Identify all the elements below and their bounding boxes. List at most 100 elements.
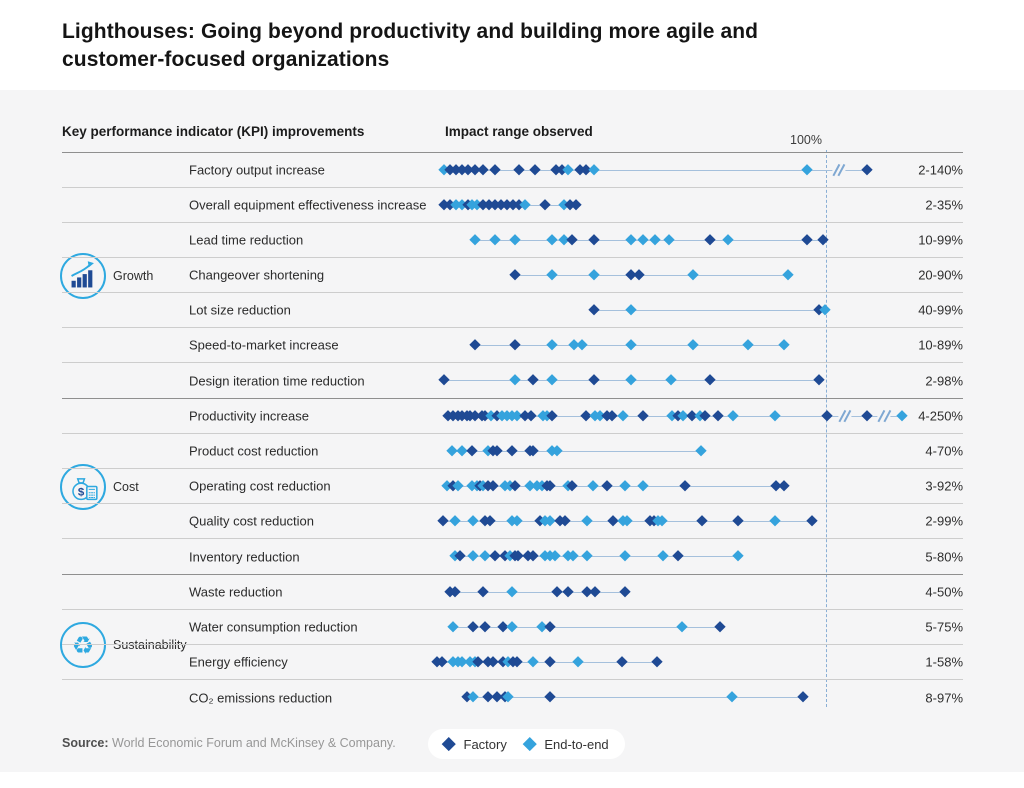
end-to-end-point <box>777 339 790 352</box>
kpi-row: Waste reduction 4-50% <box>62 575 963 610</box>
factory-point <box>588 234 600 247</box>
impact-range-plot <box>432 610 910 644</box>
factory-point <box>566 234 579 247</box>
end-to-end-point <box>686 269 699 282</box>
end-to-end-point <box>727 410 739 423</box>
kpi-label: Productivity increase <box>189 408 309 424</box>
factory-point <box>633 269 646 282</box>
factory-point <box>714 621 726 634</box>
factory-point <box>467 621 480 634</box>
source-prefix: Source: <box>62 736 109 750</box>
svg-text:$: $ <box>78 486 85 498</box>
range-value: 5-80% <box>925 549 963 564</box>
factory-point <box>506 445 519 458</box>
kpi-row: Speed-to-market increase 10-89% <box>62 328 963 363</box>
factory-point <box>704 374 717 387</box>
end-to-end-point <box>625 304 638 317</box>
factory-point <box>512 164 525 177</box>
factory-point <box>509 269 521 282</box>
section-header: ♻ Sustainability <box>60 622 187 668</box>
impact-range-plot <box>432 293 910 327</box>
kpi-row: Lot size reduction 40-99% <box>62 293 963 328</box>
kpi-label: Inventory reduction <box>189 549 300 564</box>
range-value: 2-140% <box>918 162 963 178</box>
end-to-end-point <box>694 445 707 458</box>
range-value: 8-97% <box>925 690 963 705</box>
kpi-row: Water consumption reduction 5-75% <box>62 610 963 645</box>
kpi-row: Product cost reduction 4-70% <box>62 434 963 469</box>
range-value: 2-99% <box>925 513 963 529</box>
end-to-end-point <box>506 586 519 599</box>
range-value: 4-70% <box>925 443 963 459</box>
factory-point <box>860 410 873 423</box>
impact-range-plot <box>432 469 910 503</box>
factory-point <box>672 550 685 563</box>
impact-column-header: Impact range observed <box>445 124 593 139</box>
kpi-label: Operating cost reduction <box>189 478 331 494</box>
end-to-end-point <box>489 234 502 247</box>
impact-range-plot <box>432 188 910 222</box>
kpi-sections: Growth Factory output increase 2-140% Overa… <box>60 152 963 715</box>
kpi-label: Factory output increase <box>189 162 325 178</box>
growth-icon <box>60 252 106 299</box>
end-to-end-point <box>768 410 781 423</box>
factory-point <box>469 339 482 352</box>
end-to-end-point <box>580 550 593 563</box>
factory-point <box>704 234 717 247</box>
factory-point <box>777 480 790 493</box>
factory-point <box>550 586 563 599</box>
range-value: 4-250% <box>918 408 963 424</box>
factory-point <box>696 515 709 528</box>
range-value: 5-75% <box>925 619 963 635</box>
end-to-end-point <box>446 621 459 634</box>
factory-point <box>678 480 691 493</box>
end-to-end-point <box>546 374 559 387</box>
kpi-label: Product cost reduction <box>189 443 319 459</box>
impact-range-plot <box>432 434 910 468</box>
factory-point <box>544 691 557 704</box>
axis-break-icon <box>832 163 846 177</box>
end-to-end-point <box>636 480 649 493</box>
impact-range-plot <box>432 223 910 257</box>
range-line <box>443 169 867 171</box>
impact-range-plot <box>431 645 910 679</box>
end-to-end-point <box>896 410 908 423</box>
impact-range-plot <box>432 258 910 292</box>
kpi-label: CO₂ emissions reduction <box>189 690 333 705</box>
end-to-end-point <box>546 339 559 352</box>
kpi-row: Lead time reduction 10-99% <box>62 223 963 258</box>
factory-point <box>796 691 809 704</box>
reference-line-100 <box>826 150 827 707</box>
end-to-end-point <box>649 234 662 247</box>
end-to-end-point <box>663 234 675 247</box>
money-cost-icon: $ <box>60 463 106 510</box>
factory-point <box>813 374 826 387</box>
end-to-end-point <box>469 234 482 247</box>
kpi-label: Speed-to-market increase <box>189 337 339 353</box>
factory-point <box>437 515 449 528</box>
end-to-end-point <box>781 269 794 282</box>
range-line <box>451 450 701 452</box>
end-to-end-point <box>625 374 638 387</box>
end-to-end-point <box>619 480 632 493</box>
factory-point <box>589 586 602 599</box>
end-to-end-point <box>722 234 735 247</box>
kpi-row: Productivity increase 4-250% <box>62 399 963 434</box>
kpi-row: Design iteration time reduction 2-98% <box>62 363 963 398</box>
range-line <box>452 626 720 628</box>
factory-point <box>860 164 873 177</box>
kpi-row: Quality cost reduction 2-99% <box>62 504 963 539</box>
section-label: Growth <box>113 268 154 283</box>
end-to-end-point <box>588 164 600 177</box>
end-to-end-point <box>546 234 559 247</box>
end-to-end-point <box>546 269 559 282</box>
end-to-end-point <box>467 515 480 528</box>
chart-card: Key performance indicator (KPI) improvem… <box>0 90 1024 772</box>
end-to-end-point <box>587 480 600 493</box>
end-to-end-point <box>625 339 638 352</box>
legend: Factory End-to-end <box>428 729 625 759</box>
recycle-icon: ♻ <box>60 622 106 668</box>
factory-point <box>544 621 557 634</box>
end-to-end-point <box>580 515 593 528</box>
factory-point <box>538 199 551 212</box>
